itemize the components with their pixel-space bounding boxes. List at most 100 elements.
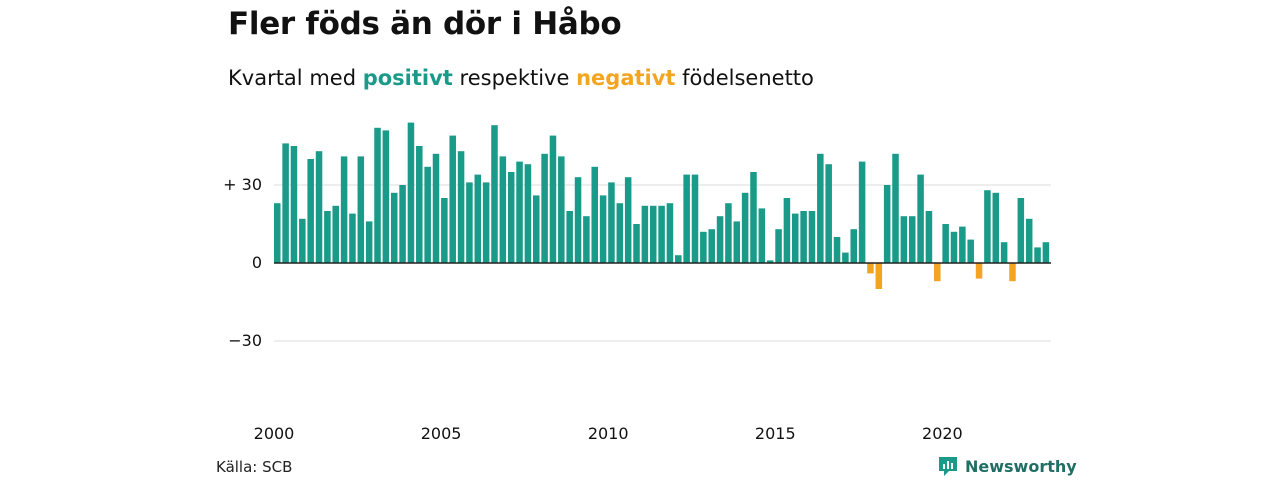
bar-positive: [558, 156, 565, 263]
bar-positive: [658, 205, 665, 263]
x-tick-label: 2020: [922, 424, 963, 443]
bar-positive: [708, 229, 715, 263]
bar-positive: [491, 125, 498, 263]
bar-positive: [850, 229, 857, 263]
bar-positive: [466, 182, 473, 263]
bar-positive: [1034, 247, 1041, 263]
bar-positive: [457, 151, 465, 263]
subtitle-text-start: Kvartal med: [228, 66, 357, 90]
bar-positive: [549, 135, 557, 263]
bar-positive: [608, 182, 615, 263]
bar-negative: [1009, 263, 1016, 282]
bar-positive: [507, 172, 515, 263]
bar-positive: [691, 174, 699, 263]
x-tick-label: 2005: [421, 424, 462, 443]
bar-positive: [666, 203, 674, 263]
bar-positive: [574, 177, 582, 263]
bar-positive: [1042, 242, 1050, 263]
bar-positive: [583, 216, 590, 263]
y-tick-label: 0: [252, 253, 262, 272]
bar-positive: [716, 216, 724, 263]
bar-positive: [741, 192, 749, 263]
bar-positive: [967, 239, 974, 263]
bar-positive: [800, 211, 807, 263]
bar-positive: [925, 211, 933, 263]
bar-positive: [441, 198, 448, 263]
source-note: Källa: SCB: [216, 458, 293, 476]
bar-negative: [934, 263, 941, 282]
bar-positive: [825, 164, 832, 263]
bar-positive: [1000, 242, 1008, 263]
bar-positive: [474, 174, 482, 263]
bar-positive: [892, 153, 899, 263]
y-tick-label: + 30: [223, 175, 262, 194]
bar-positive: [624, 177, 632, 263]
x-tick-label: 2010: [588, 424, 629, 443]
bar-positive: [984, 190, 991, 263]
bar-negative: [875, 263, 883, 289]
bar-positive: [725, 203, 732, 263]
bar-positive: [1025, 218, 1033, 263]
bar-positive: [324, 211, 331, 263]
bar-positive: [399, 185, 406, 263]
bars-layer: [274, 122, 1050, 289]
subtitle-text-end: födelsenetto: [682, 66, 814, 90]
bar-negative: [975, 263, 983, 279]
bar-positive: [616, 203, 624, 263]
bar-positive: [533, 195, 540, 263]
bar-positive: [599, 195, 607, 263]
bar-positive: [299, 218, 306, 263]
bar-positive: [516, 161, 523, 263]
bar-positive: [959, 226, 966, 263]
bar-positive: [340, 156, 348, 263]
bar-positive: [833, 237, 841, 263]
chart-subtitle: Kvartal med positivt respektive negativt…: [228, 66, 814, 90]
bar-positive: [424, 166, 431, 263]
bar-positive: [842, 252, 849, 263]
bar-positive: [750, 172, 757, 263]
bar-positive: [407, 122, 415, 263]
bar-positive: [633, 224, 640, 263]
bar-positive: [808, 211, 816, 263]
bar-positive: [783, 198, 791, 263]
bar-positive: [917, 174, 924, 263]
brand-logo[interactable]: Newsworthy: [937, 455, 1077, 477]
y-axis-labels: + 30 0 −30: [223, 175, 262, 350]
bar-positive: [290, 146, 298, 263]
bar-positive: [307, 159, 314, 263]
bar-positive: [449, 135, 456, 263]
bar-positive: [992, 192, 1000, 263]
bar-positive: [591, 166, 598, 263]
subtitle-text-middle: respektive: [459, 66, 570, 90]
bar-positive: [792, 213, 799, 263]
bar-positive: [365, 221, 373, 263]
y-tick-label: −30: [228, 331, 262, 350]
bar-positive: [942, 224, 949, 263]
bar-positive: [649, 205, 657, 263]
bar-positive: [390, 192, 398, 263]
bar-positive: [675, 255, 682, 263]
bar-positive: [733, 221, 741, 263]
bar-positive: [374, 127, 381, 263]
bar-positive: [357, 156, 365, 263]
bar-positive: [858, 161, 866, 263]
bar-positive: [775, 229, 782, 263]
bar-positive: [950, 231, 958, 263]
bar-positive: [432, 153, 440, 263]
bar-positive: [524, 164, 532, 263]
x-axis-labels: 2000 2005 2010 2015 2020: [254, 424, 963, 443]
bar-positive: [900, 216, 908, 263]
bar-positive: [641, 205, 649, 263]
bar-positive: [332, 205, 339, 263]
bar-positive: [315, 151, 323, 263]
bar-positive: [1017, 198, 1025, 263]
chart-title: Fler föds än dör i Håbo: [228, 6, 622, 42]
bar-positive: [416, 146, 423, 263]
bar-positive: [349, 213, 356, 263]
x-tick-label: 2000: [254, 424, 295, 443]
subtitle-negative-label: negativt: [576, 66, 676, 90]
bar-positive: [382, 130, 390, 263]
bar-positive: [766, 260, 774, 263]
newsworthy-logo-icon: [939, 457, 957, 476]
bar-positive: [482, 182, 490, 263]
